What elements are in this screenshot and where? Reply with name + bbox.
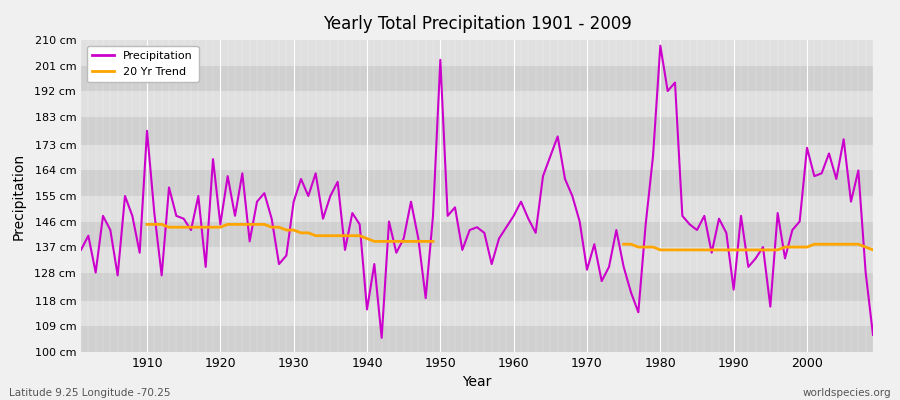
Bar: [81, 91, 873, 116]
Bar: [81, 301, 873, 326]
Text: Latitude 9.25 Longitude -70.25: Latitude 9.25 Longitude -70.25: [9, 388, 170, 398]
Bar: [81, 40, 873, 66]
Bar: [81, 247, 873, 272]
Bar: [81, 326, 873, 352]
Title: Yearly Total Precipitation 1901 - 2009: Yearly Total Precipitation 1901 - 2009: [322, 15, 632, 33]
Legend: Precipitation, 20 Yr Trend: Precipitation, 20 Yr Trend: [86, 46, 199, 82]
X-axis label: Year: Year: [463, 376, 491, 390]
Bar: [81, 116, 873, 145]
Bar: [81, 222, 873, 247]
Bar: [81, 196, 873, 222]
Bar: [81, 272, 873, 301]
Bar: [81, 170, 873, 196]
Y-axis label: Precipitation: Precipitation: [12, 152, 26, 240]
Bar: [81, 145, 873, 170]
Text: worldspecies.org: worldspecies.org: [803, 388, 891, 398]
Bar: [81, 66, 873, 91]
